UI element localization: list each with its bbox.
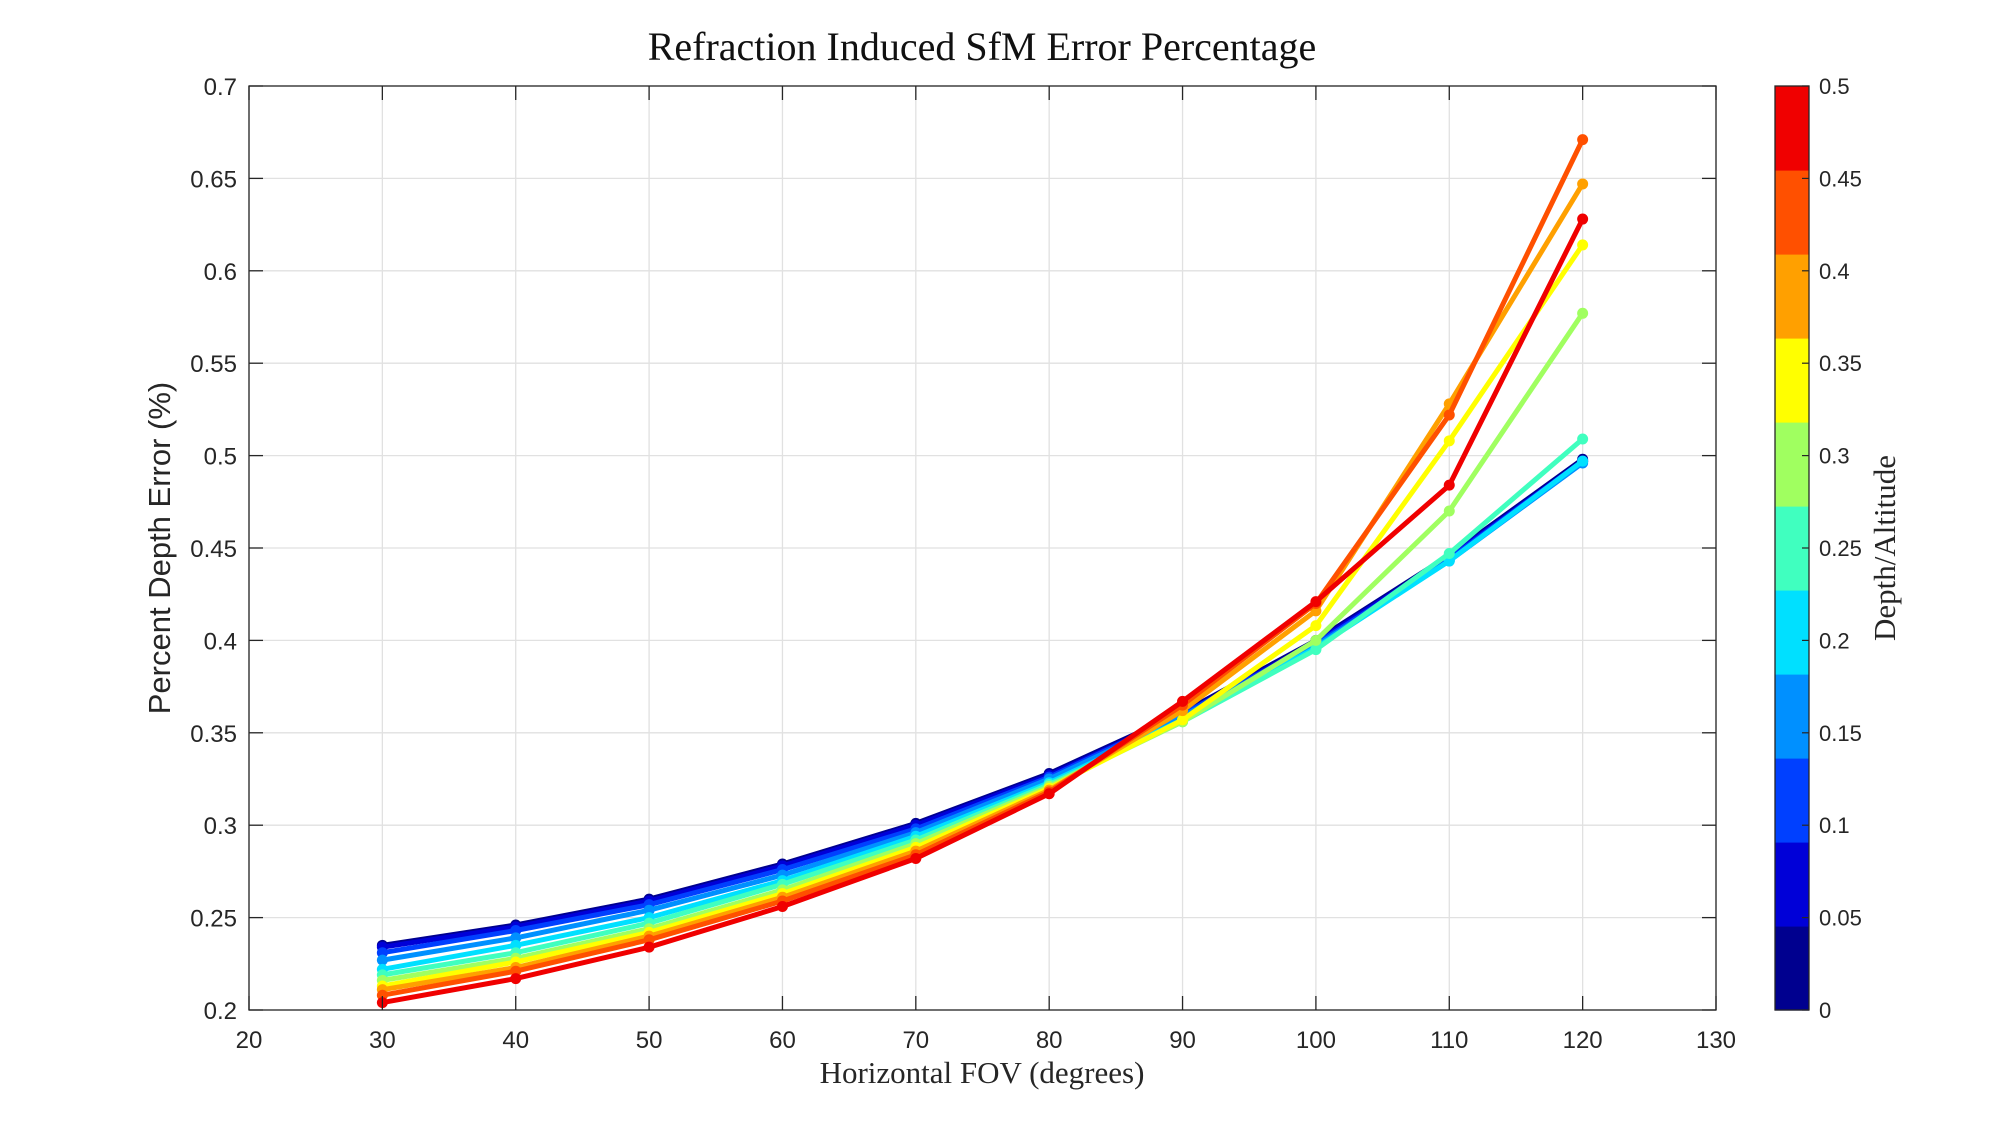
y-tick-label: 0.5 bbox=[204, 444, 237, 471]
y-tick-label: 0.65 bbox=[190, 166, 237, 193]
colorbar-tick-label: 0.5 bbox=[1819, 74, 1850, 99]
x-tick-label: 30 bbox=[369, 1027, 396, 1054]
y-tick-label: 0.6 bbox=[204, 259, 237, 286]
colorbar-tick-label: 0.3 bbox=[1819, 444, 1850, 469]
y-tick-label: 0.45 bbox=[190, 536, 237, 563]
data-point bbox=[1310, 644, 1322, 656]
colorbar-tick-label: 0.45 bbox=[1819, 166, 1862, 191]
x-tick-label: 120 bbox=[1563, 1027, 1603, 1054]
x-tick-label: 110 bbox=[1430, 1027, 1468, 1054]
colorbar-tick-label: 0.2 bbox=[1819, 628, 1850, 653]
series-line bbox=[379, 137, 1586, 998]
colorbar-tick-label: 0.25 bbox=[1819, 536, 1862, 561]
colorbar-segment bbox=[1775, 338, 1809, 423]
colorbar-segment bbox=[1775, 590, 1809, 675]
x-tick-label: 70 bbox=[902, 1027, 929, 1054]
colorbar-tick-label: 0.05 bbox=[1819, 906, 1862, 931]
x-tick-label: 50 bbox=[636, 1027, 663, 1054]
data-point bbox=[1577, 455, 1589, 467]
colorbar-tick-label: 0.15 bbox=[1819, 721, 1862, 746]
data-point bbox=[1577, 213, 1589, 225]
y-tick-label: 0.4 bbox=[204, 628, 237, 655]
data-point bbox=[1443, 505, 1455, 517]
colorbar-segment bbox=[1775, 170, 1809, 255]
x-tick-label: 130 bbox=[1696, 1027, 1736, 1054]
data-point bbox=[1443, 409, 1455, 421]
data-point bbox=[1443, 548, 1455, 560]
y-axis: 0.2 0.25 0.3 0.35 0.4 0.45 0.5 0.55 0.6 0.65 0.7 bbox=[190, 74, 1716, 1025]
data-point bbox=[643, 941, 655, 953]
x-tick-label: 100 bbox=[1296, 1027, 1336, 1054]
y-tick-label: 0.3 bbox=[204, 813, 237, 840]
series-line bbox=[379, 436, 1586, 978]
colorbar-label: Depth/Altitude bbox=[1867, 455, 1902, 641]
colorbar-segment bbox=[1775, 422, 1809, 507]
data-point bbox=[1177, 714, 1189, 726]
colorbar-tick-label: 0.1 bbox=[1819, 813, 1850, 838]
x-tick-label: 60 bbox=[769, 1027, 796, 1054]
colorbar-tick-label: 0.4 bbox=[1819, 259, 1850, 284]
data-point bbox=[510, 973, 522, 985]
data-point bbox=[910, 852, 922, 864]
series-line bbox=[379, 242, 1586, 989]
x-tick-label: 40 bbox=[502, 1027, 529, 1054]
x-axis: 20 30 40 50 60 70 80 90 100 110 120 130 bbox=[236, 86, 1736, 1054]
data-point bbox=[1310, 620, 1322, 632]
y-tick-label: 0.7 bbox=[204, 74, 237, 101]
series-7 bbox=[376, 239, 1589, 992]
colorbar-segment bbox=[1775, 86, 1809, 171]
colorbar-tick-label: 0.35 bbox=[1819, 351, 1862, 376]
colorbar-segment bbox=[1775, 254, 1809, 339]
data-point bbox=[1177, 695, 1189, 707]
series-group bbox=[376, 134, 1589, 1009]
series-10 bbox=[376, 213, 1589, 1009]
y-tick-label: 0.2 bbox=[204, 998, 237, 1025]
data-point bbox=[1043, 788, 1055, 800]
y-tick-label: 0.35 bbox=[190, 721, 237, 748]
x-tick-label: 20 bbox=[236, 1027, 263, 1054]
series-line bbox=[379, 310, 1586, 983]
data-point bbox=[1310, 596, 1322, 608]
colorbar-segment bbox=[1775, 758, 1809, 843]
data-point bbox=[1577, 134, 1589, 146]
data-point bbox=[1443, 435, 1455, 447]
data-point bbox=[1577, 178, 1589, 190]
data-point bbox=[1310, 634, 1322, 646]
colorbar-tick-label: 0 bbox=[1819, 998, 1831, 1023]
data-point bbox=[1577, 307, 1589, 319]
colorbar-segment bbox=[1775, 842, 1809, 927]
y-tick-label: 0.25 bbox=[190, 906, 237, 933]
y-tick-label: 0.55 bbox=[190, 351, 237, 378]
data-point bbox=[1577, 239, 1589, 251]
chart-title: Refraction Induced SfM Error Percentage bbox=[648, 24, 1317, 69]
colorbar-segment bbox=[1775, 674, 1809, 759]
x-tick-label: 80 bbox=[1036, 1027, 1063, 1054]
x-axis-label: Horizontal FOV (degrees) bbox=[820, 1055, 1145, 1090]
data-point bbox=[776, 901, 788, 913]
data-point bbox=[1577, 433, 1589, 445]
x-tick-label: 90 bbox=[1169, 1027, 1196, 1054]
series-line bbox=[379, 216, 1586, 1006]
data-point bbox=[1443, 479, 1455, 491]
y-axis-label: Percent Depth Error (%) bbox=[142, 382, 177, 715]
data-point bbox=[376, 954, 388, 966]
colorbar-segment bbox=[1775, 926, 1809, 1011]
colorbar: 0 0.05 0.1 0.15 0.2 0.25 0.3 0.35 0.4 0.45 0.5 bbox=[1774, 74, 1862, 1023]
